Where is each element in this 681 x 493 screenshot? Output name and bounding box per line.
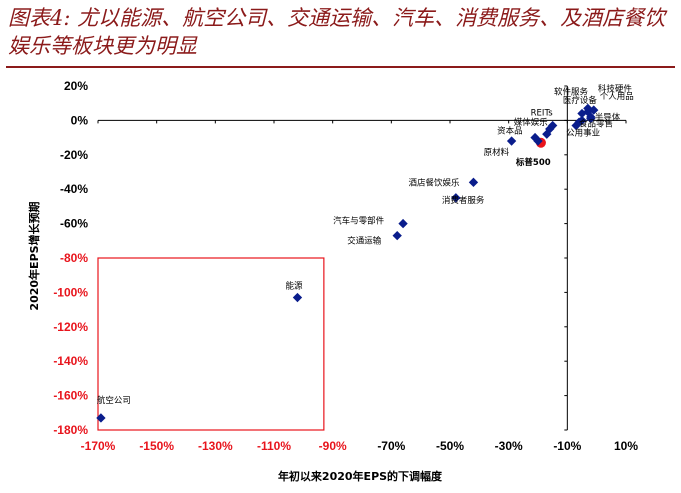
x-tick-label: -30% [495,439,523,453]
point-labels-layer: 航空公司 能源 交通运输 汽车与零部件 消费者服务 酒店餐饮娱乐 原材料 资本品媒体娱乐标普5… [97,83,634,406]
highlight-box-layer [97,257,325,431]
point-label: 汽车与零部件 [333,216,385,227]
x-tick-label: -130% [198,439,233,453]
axes-layer: 20% 0% -20% -40% -60% -80% -100% -120% -140% -160… [53,79,638,453]
point-marker [292,292,303,303]
x-tick-label: -170% [81,439,116,453]
point-label: 媒体娱乐 [514,117,549,128]
points-layer [96,103,599,423]
x-tick-label: -70% [377,439,405,453]
point-label: 消费者服务 [442,195,485,206]
y-tick-label: 0% [71,113,89,127]
point-label: 酒店餐饮娱乐 [408,177,460,188]
point-label: 原材料 [484,147,510,158]
point-label: 交通运输 [347,236,382,247]
y-tick-label: -180% [53,423,88,437]
y-tick-label: -100% [53,285,88,299]
y-axis-title: 2020年EPS增长预期 [27,201,41,310]
x-tick-label: -50% [436,439,464,453]
y-tick-label: 20% [64,79,88,93]
x-tick-label: -150% [139,439,174,453]
point-label: 资本品 [497,126,523,137]
point-marker [533,136,543,146]
point-label: 能源 [285,281,303,292]
y-tick-label: -40% [60,182,88,196]
y-tick-label: -80% [60,251,88,265]
x-tick-label: 10% [614,439,638,453]
y-tick-label: -160% [53,389,88,403]
x-axis-title: 年初以来2020年EPS的下调幅度 [278,469,443,483]
point-marker [574,117,584,127]
point-marker [506,136,517,146]
point-marker [586,114,596,124]
point-label: 公用事业 [566,128,600,139]
point-label: REITs [531,109,554,119]
x-tick-label: -10% [553,439,581,453]
point-label: 科技硬件 [598,83,633,94]
point-label: 标普500 [515,157,551,168]
y-tick-label: -120% [53,320,88,334]
point-label: 食品零售 [579,118,613,129]
point-label: 软件服务 [554,87,589,98]
y-tick-label: -60% [60,217,88,231]
point-marker [398,218,408,229]
x-tick-label: -90% [319,439,347,453]
point-label: 个人用品 [600,92,634,102]
chart-title: 图表4: 尤以能源、航空公司、交通运输、汽车、消费服务、及酒店餐饮娱乐等板块更为… [8,6,666,58]
x-tick-label: -110% [257,439,291,453]
point-marker [542,129,552,139]
point-marker [451,193,461,203]
y-tick-label: -140% [53,354,88,368]
point-marker [468,177,479,187]
point-label: 航空公司 [97,395,131,406]
title-rule [6,66,675,68]
highlight-box [97,257,325,431]
point-marker [583,103,593,114]
point-label: 医疗设备 [563,95,598,106]
point-label: 半导体 [595,112,621,123]
y-tick-label: -20% [60,148,88,162]
point-marker [392,230,402,241]
